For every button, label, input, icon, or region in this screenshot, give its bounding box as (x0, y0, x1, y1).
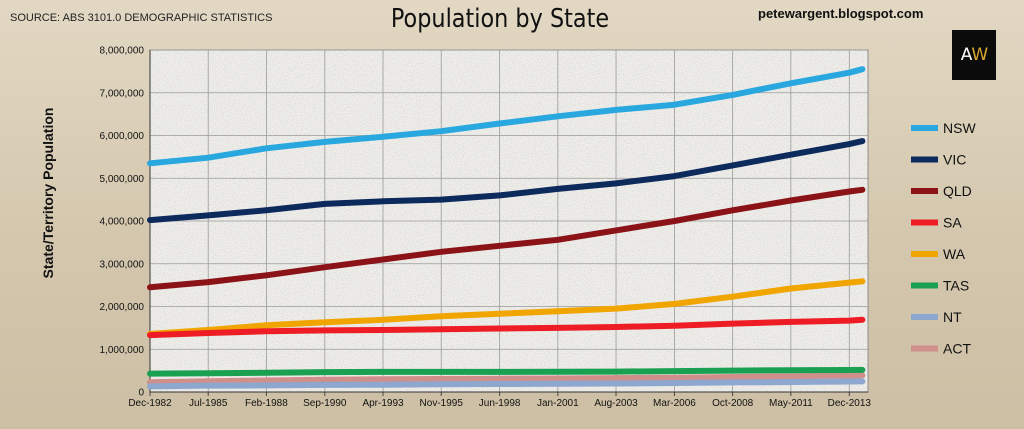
legend-label-vic: VIC (943, 152, 966, 168)
series-line-tas (147, 366, 866, 377)
series-lines (147, 66, 866, 390)
x-tick-label: Jun-1998 (479, 398, 521, 409)
x-tick-label: Oct-2008 (712, 398, 754, 409)
gridlines (149, 49, 868, 393)
series-line-nsw (147, 66, 866, 167)
legend-label-tas: TAS (943, 278, 969, 294)
blog-url: petewargent.blogspot.com (758, 6, 924, 21)
x-tick-label: Apr-1993 (362, 398, 404, 409)
x-tick-label: Jan-2001 (537, 398, 579, 409)
legend-label-sa: SA (943, 215, 962, 231)
legend-label-qld: QLD (943, 183, 972, 199)
y-tick-label: 5,000,000 (100, 174, 145, 185)
source-note: SOURCE: ABS 3101.0 DEMOGRAPHIC STATISTIC… (10, 12, 273, 24)
y-tick-label: 2,000,000 (100, 302, 145, 313)
legend-label-nsw: NSW (943, 120, 976, 136)
y-tick-label: 4,000,000 (100, 217, 145, 228)
series-line-sa (147, 316, 866, 339)
y-tick-label: 1,000,000 (100, 345, 145, 356)
logo-letter-w: W (971, 45, 988, 65)
legend-label-nt: NT (943, 309, 962, 325)
x-tick-label: Feb-1988 (245, 398, 288, 409)
x-tick-label: Jul-1985 (189, 398, 228, 409)
legend-label-act: ACT (943, 341, 971, 357)
x-tick-label: May-2011 (769, 398, 813, 409)
legend: NSW VIC QLD SA WA TAS NT ACT (911, 120, 976, 357)
series-line-nt (147, 378, 866, 390)
legend-label-wa: WA (943, 246, 966, 262)
y-tick-label: 3,000,000 (100, 259, 145, 270)
x-tick-label: Sep-1990 (303, 398, 347, 409)
y-tick-label: 0 (138, 388, 144, 399)
y-tick-label: 7,000,000 (100, 88, 145, 99)
series-line-wa (147, 278, 866, 337)
series-line-vic (147, 138, 866, 224)
x-tick-label: Aug-2003 (594, 398, 638, 409)
x-tick-label: Dec-1982 (128, 398, 172, 409)
axis-ticks: 0 1,000,000 2,000,000 3,000,000 4,000,000 5,0… (100, 46, 872, 410)
x-tick-label: Nov-1995 (420, 398, 464, 409)
x-tick-label: Dec-2013 (828, 398, 872, 409)
series-line-act (147, 372, 866, 386)
logo-letter-a: A (960, 45, 973, 65)
y-tick-label: 8,000,000 (100, 46, 145, 57)
x-tick-label: Mar-2006 (653, 398, 696, 409)
series-line-qld (147, 186, 866, 291)
chart-title: Population by State (390, 4, 610, 34)
y-tick-label: 6,000,000 (100, 131, 145, 142)
